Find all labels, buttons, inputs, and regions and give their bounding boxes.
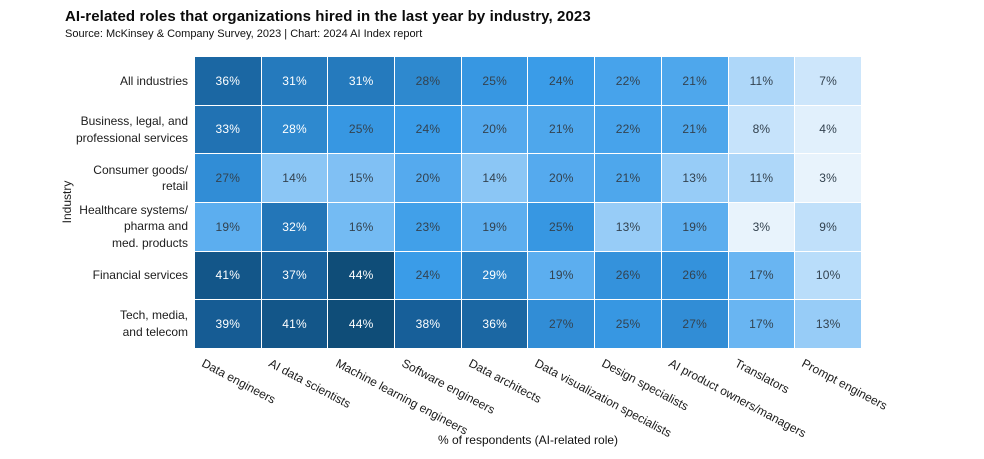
chart-title: AI-related roles that organizations hire… <box>65 8 591 25</box>
row-label: All industries <box>119 73 188 88</box>
heatmap-cell: 7% <box>795 57 861 105</box>
heatmap-cell: 25% <box>461 57 528 105</box>
heatmap-cell: 21% <box>595 154 661 202</box>
heatmap-cell: 14% <box>261 154 328 202</box>
heatmap-cell: 4% <box>795 105 861 154</box>
row-label: Healthcare systems/ pharma and med. prod… <box>79 202 188 251</box>
heatmap-grid: 36% 31% 31% 28% 25% 24% 22% 21% 11% 7% 33% 28% 25% 24… <box>195 57 861 348</box>
column-label: Data engineers <box>199 356 279 407</box>
heatmap-cell: 19% <box>195 203 261 251</box>
heatmap-cell: 24% <box>395 105 461 154</box>
heatmap-cell: 27% <box>528 300 595 348</box>
heatmap-cell: 23% <box>395 203 461 251</box>
heatmap-cell: 15% <box>328 154 395 202</box>
heatmap-cell: 27% <box>195 154 261 202</box>
heatmap-cell: 38% <box>395 300 461 348</box>
heatmap-cell: 25% <box>528 203 595 251</box>
heatmap-cell: 13% <box>795 300 861 348</box>
heatmap-cell: 44% <box>328 300 395 348</box>
heatmap-cell: 17% <box>728 251 795 300</box>
heatmap-cell: 16% <box>328 203 395 251</box>
heatmap-cell: 20% <box>395 154 461 202</box>
heatmap-cell: 19% <box>661 203 728 251</box>
heatmap-cell: 31% <box>261 57 328 105</box>
heatmap-cell: 9% <box>795 203 861 251</box>
chart-source: Source: McKinsey & Company Survey, 2023 … <box>65 28 423 40</box>
heatmap-cell: 26% <box>595 251 661 300</box>
heatmap-cell: 26% <box>661 251 728 300</box>
heatmap-cell: 10% <box>795 251 861 300</box>
heatmap-cell: 20% <box>461 105 528 154</box>
row-label: Business, legal, and professional servic… <box>75 114 188 145</box>
heatmap-cell: 3% <box>728 203 795 251</box>
heatmap-cell: 14% <box>461 154 528 202</box>
row-label: Tech, media, and telecom <box>119 308 188 339</box>
heatmap-cell: 27% <box>661 300 728 348</box>
heatmap-cell: 36% <box>195 57 261 105</box>
heatmap-cell: 24% <box>528 57 595 105</box>
heatmap-cell: 39% <box>195 300 261 348</box>
heatmap-cell: 41% <box>195 251 261 300</box>
column-label: Translators <box>732 356 792 397</box>
column-label: Prompt engineers <box>799 356 890 413</box>
row-labels: All industries Business, legal, and profe… <box>0 57 188 348</box>
heatmap-cell: 33% <box>195 105 261 154</box>
heatmap-cell: 37% <box>261 251 328 300</box>
heatmap-cell: 22% <box>595 57 661 105</box>
row-label: Financial services <box>92 267 188 282</box>
heatmap-cell: 22% <box>595 105 661 154</box>
heatmap-cell: 32% <box>261 203 328 251</box>
heatmap-cell: 8% <box>728 105 795 154</box>
heatmap-cell: 36% <box>461 300 528 348</box>
heatmap-cell: 19% <box>461 203 528 251</box>
heatmap-cell: 21% <box>661 105 728 154</box>
heatmap-cell: 17% <box>728 300 795 348</box>
x-axis-title: % of respondents (AI-related role) <box>437 433 619 447</box>
heatmap-cell: 21% <box>528 105 595 154</box>
heatmap-cell: 29% <box>461 251 528 300</box>
heatmap-cell: 19% <box>528 251 595 300</box>
heatmap-cell: 11% <box>728 154 795 202</box>
heatmap-cell: 24% <box>395 251 461 300</box>
heatmap-cell: 25% <box>328 105 395 154</box>
heatmap-cell: 25% <box>595 300 661 348</box>
heatmap-cell: 41% <box>261 300 328 348</box>
heatmap-cell: 13% <box>661 154 728 202</box>
heatmap-cell: 3% <box>795 154 861 202</box>
heatmap-cell: 31% <box>328 57 395 105</box>
heatmap-cell: 20% <box>528 154 595 202</box>
heatmap-cell: 11% <box>728 57 795 105</box>
heatmap-cell: 28% <box>395 57 461 105</box>
heatmap-cell: 21% <box>661 57 728 105</box>
heatmap-cell: 13% <box>595 203 661 251</box>
heatmap-cell: 28% <box>261 105 328 154</box>
heatmap-cell: 44% <box>328 251 395 300</box>
row-label: Consumer goods/ retail <box>93 162 188 194</box>
